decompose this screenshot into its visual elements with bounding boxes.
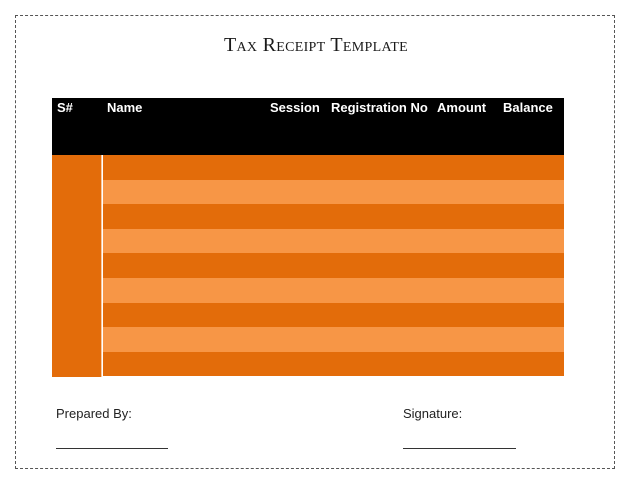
column-header-name: Name [107,100,143,115]
page-border [15,15,615,469]
table-body [52,155,564,377]
table-header: S# Name Session Registration No Amount B… [52,98,564,155]
prepared-by-label: Prepared By: [56,406,132,421]
column-header-registration-no: Registration No [331,100,428,115]
signature-label: Signature: [403,406,463,421]
signature-line [403,448,516,449]
table-row [103,253,564,278]
receipt-table: S# Name Session Registration No Amount B… [52,98,564,377]
table-row [103,278,564,303]
table-row [103,155,564,180]
table-row [103,204,564,229]
document-title: Tax Receipt Template [223,34,409,56]
table-row [103,228,564,254]
column-header-amount: Amount [437,100,487,115]
table-row [103,327,564,352]
table-row [103,351,564,377]
table-row [103,179,564,205]
serial-number-column [52,155,102,377]
column-header-balance: Balance [503,100,553,115]
column-header-session: Session [270,100,320,115]
column-header-sn: S# [57,100,73,115]
prepared-by-line [56,448,168,449]
table-row [103,302,564,328]
